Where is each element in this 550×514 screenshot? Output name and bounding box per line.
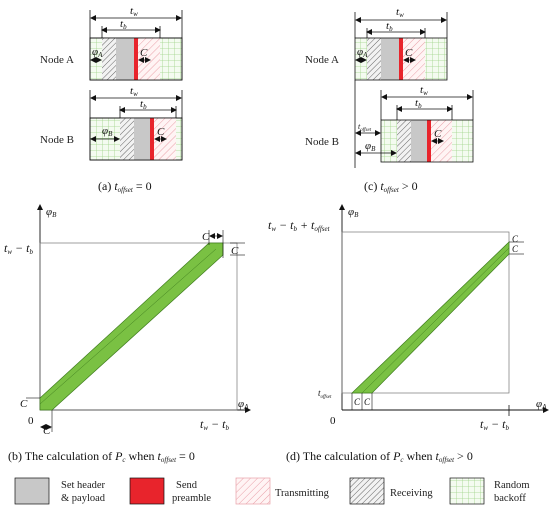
legend-label-send-2: preamble [172,493,211,504]
a-node-b-preamble [150,118,154,160]
a-node-b-receiving [120,118,134,160]
b-c-left: C [20,398,28,410]
c-b-tb-label: tb [415,97,422,110]
legend-label-header-2: & payload [61,493,106,504]
b-c-top: C [202,231,210,243]
b-c-right: C [231,245,239,257]
legend-label-send-1: Send [176,480,198,491]
d-band [351,241,510,394]
a-node-b-header [134,118,150,160]
caption-d: (d) The calculation of Pc when toffset >… [286,449,473,464]
b-y-axis-label: φB [46,206,57,219]
c-node-a-label: Node A [305,54,339,66]
a-phi-b: φB [102,125,113,138]
d-c-right-1: C [512,234,519,244]
caption-b: (b) The calculation of Pc when toffset =… [8,449,195,464]
d-x-tick: tw − tb [480,417,509,432]
c-node-a-transmitting [403,38,425,80]
panel-c: tw tb Node A φA C tw tb Node B tof [305,6,474,194]
c-c-a: C [405,47,413,59]
legend-swatch-header [14,477,50,505]
c-tb-label: tb [386,20,393,33]
legend-label-header-1: Set header [61,480,106,491]
a-c-a: C [140,47,148,59]
a-node-a-header [116,38,134,80]
d-c-bottom-2: C [364,397,371,407]
legend: Set header & payload Send preamble Trans… [14,477,530,505]
a-phi-a: φA [92,46,103,59]
d-toffset-tick: toffset [318,388,332,400]
legend-label-receiving: Receiving [390,488,433,499]
legend-label-transmitting: Transmitting [275,488,330,499]
b-y-tick: tw − tb [4,241,33,256]
b-boundary [39,242,238,411]
a-node-a-receiving [102,38,116,80]
legend-swatch-backoff [449,477,485,505]
a-tb-label: tb [120,18,127,31]
b-origin: 0 [28,415,34,427]
panel-d: C C C C 0 φB φA toffset tw − tb + toffse… [268,204,549,464]
a-node-a-label: Node A [40,54,74,66]
c-phi-a: φA [357,46,368,59]
caption-a: (a) toffset = 0 [98,179,152,194]
a-node-b-label: Node B [40,134,74,146]
b-x-tick: tw − tb [200,417,229,432]
legend-swatch-receiving [349,477,385,505]
c-phi-b: φB [365,140,376,153]
d-boundary [341,231,510,394]
c-node-a-header [381,38,399,80]
a-tw-label: tw [130,5,138,18]
a-node-a-transmitting [138,38,160,80]
a-b-tb-label: tb [140,98,147,111]
d-c-right-2: C [512,244,519,254]
legend-swatch-transmitting [235,477,271,505]
caption-c: (c) toffset > 0 [364,179,418,194]
legend-label-backoff-1: Random [494,480,530,491]
panel-a: tw tb Node A φA C tw tb Node B [40,5,183,194]
panel-b: C C C C 0 φB φA tw − tb tw − tb (b) The … [4,204,251,464]
a-c-b: C [157,126,165,138]
c-tw-label: tw [396,6,404,19]
c-node-b-header [411,120,427,162]
a-b-tw-label: tw [130,85,138,98]
d-y-tick: tw − tb + toffset [268,218,331,233]
legend-label-backoff-2: backoff [494,493,526,504]
c-toffset: toffset [358,122,372,133]
d-x-axis-label: φA [536,398,547,411]
c-node-a-preamble [399,38,403,80]
c-node-a-receiving [367,38,381,80]
d-y-axis-label: φB [348,206,359,219]
b-band [39,242,224,411]
c-c-b: C [434,128,442,140]
c-node-b-label: Node B [305,136,339,148]
a-node-a-preamble [134,38,138,80]
legend-swatch-send [129,477,165,505]
c-node-b-receiving [397,120,411,162]
c-node-b-preamble [427,120,431,162]
d-c-bottom-1: C [354,397,361,407]
b-x-axis-label: φA [238,398,249,411]
b-c-bottom: C [43,425,51,437]
c-b-tw-label: tw [420,84,428,97]
d-origin: 0 [330,415,336,427]
